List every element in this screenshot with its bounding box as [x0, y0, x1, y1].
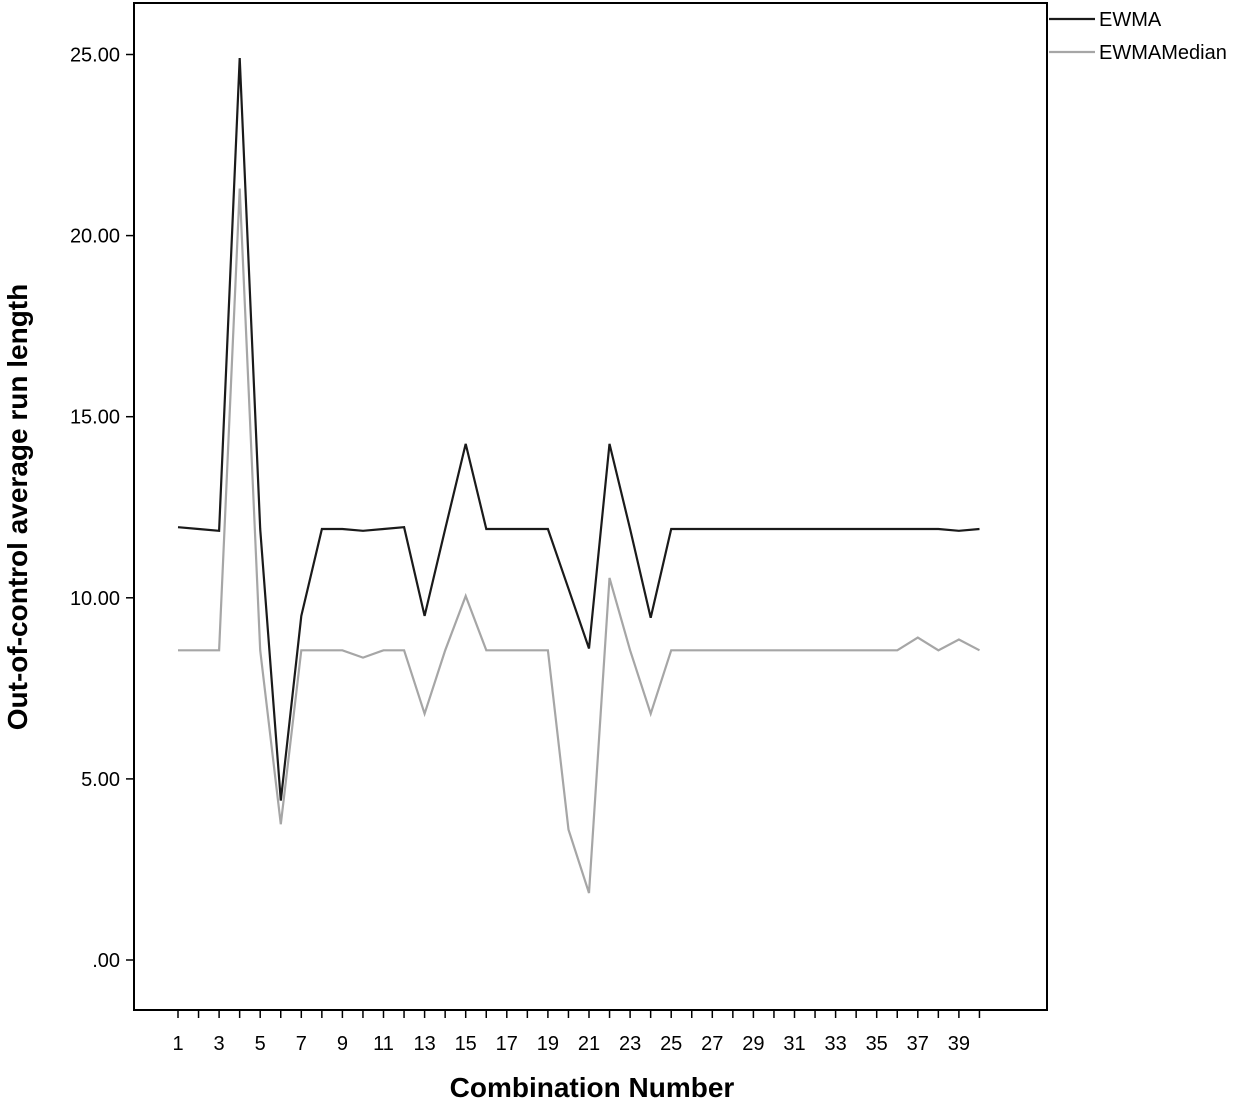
x-tick-label: 37 — [907, 1033, 929, 1055]
legend-label-ewma: EWMA — [1099, 9, 1162, 31]
x-tick-label: 31 — [783, 1033, 805, 1055]
legend: EWMA EWMAMedian — [1049, 9, 1227, 64]
x-tick-label: 13 — [413, 1033, 435, 1055]
y-tick-label: 20.00 — [70, 226, 120, 248]
y-tick-label: 15.00 — [70, 407, 120, 429]
x-tick-label: 3 — [214, 1033, 225, 1055]
x-tick-label: 35 — [866, 1033, 888, 1055]
y-axis: .00 5.00 10.00 15.00 20.00 25.00 — [70, 45, 134, 972]
x-tick-label: 11 — [373, 1033, 394, 1055]
x-tick-label: 5 — [255, 1033, 266, 1055]
series-line-ewmamedian — [178, 188, 981, 894]
x-tick-label: 9 — [337, 1033, 348, 1055]
x-tick-label: 25 — [660, 1033, 682, 1055]
series-line-ewma — [177, 58, 980, 801]
x-tick-label: 17 — [496, 1033, 518, 1055]
y-tick-label: 5.00 — [81, 769, 120, 791]
x-axis: 1 3 5 7 9 11 13 15 17 19 21 23 25 27 29 31 33 35 37 39 — [172, 1010, 981, 1055]
x-tick-label: 1 — [172, 1033, 183, 1055]
x-tick-label: 15 — [455, 1033, 477, 1055]
legend-label-ewmamedian: EWMAMedian — [1099, 42, 1227, 64]
x-tick-label: 33 — [824, 1033, 846, 1055]
x-axis-title: Combination Number — [450, 1072, 735, 1102]
y-tick-label: 25.00 — [70, 45, 120, 67]
x-tick-label: 39 — [948, 1033, 970, 1055]
x-tick-label: 21 — [578, 1033, 600, 1055]
y-axis-title: Out-of-control average run length — [2, 284, 33, 730]
x-tick-label: 7 — [296, 1033, 307, 1055]
x-tick-label: 29 — [742, 1033, 764, 1055]
plot-area-frame — [133, 2, 1048, 1011]
y-tick-label: 10.00 — [70, 588, 120, 610]
y-tick-label: .00 — [92, 950, 120, 972]
series-lines — [177, 58, 981, 894]
x-tick-label: 27 — [701, 1033, 723, 1055]
x-tick-label: 19 — [537, 1033, 559, 1055]
x-tick-label: 23 — [619, 1033, 641, 1055]
